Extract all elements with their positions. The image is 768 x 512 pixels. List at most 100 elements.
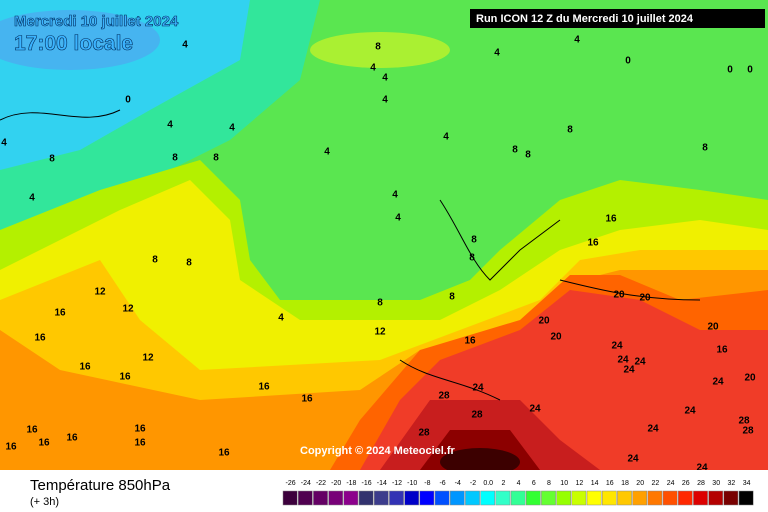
contour-label: 16 bbox=[464, 336, 476, 347]
scale-label: 12 bbox=[576, 480, 584, 487]
contour-label: 4 bbox=[494, 48, 500, 59]
contour-label: 8 bbox=[702, 143, 708, 154]
scale-swatch bbox=[419, 490, 435, 506]
contour-label: 0 bbox=[125, 95, 131, 106]
scale-swatch bbox=[404, 490, 420, 506]
scale-label: 34 bbox=[743, 480, 751, 487]
contour-label: 20 bbox=[613, 290, 625, 301]
scale-swatch bbox=[632, 490, 648, 506]
contour-label: 8 bbox=[377, 298, 383, 309]
contour-label: 8 bbox=[567, 125, 573, 136]
contour-label: 16 bbox=[54, 308, 66, 319]
scale-label: 22 bbox=[652, 480, 660, 487]
scale-swatch bbox=[480, 490, 496, 506]
contour-label: 16 bbox=[79, 362, 91, 373]
footer-step: (+ 3h) bbox=[30, 496, 59, 508]
scale-swatch bbox=[647, 490, 663, 506]
contour-label: 28 bbox=[438, 391, 450, 402]
contour-label: 24 bbox=[647, 424, 659, 435]
scale-label: -4 bbox=[455, 480, 461, 487]
contour-label: 20 bbox=[707, 322, 719, 333]
contour-label: 28 bbox=[738, 416, 750, 427]
scale-label: 0.0 bbox=[483, 480, 493, 487]
scale-swatch bbox=[358, 490, 374, 506]
run-info: Run ICON 12 Z du Mercredi 10 juillet 202… bbox=[476, 13, 694, 25]
contour-label: 8 bbox=[469, 253, 475, 264]
contour-label: 28 bbox=[742, 426, 754, 437]
contour-label: 28 bbox=[418, 428, 430, 439]
contour-label: 12 bbox=[374, 327, 386, 338]
contour-label: 20 bbox=[550, 332, 562, 343]
scale-swatch bbox=[313, 490, 328, 506]
contour-label: 16 bbox=[5, 442, 17, 453]
contour-label: 8 bbox=[471, 235, 477, 246]
scale-label: 4 bbox=[517, 480, 521, 487]
scale-label: -26 bbox=[286, 480, 296, 487]
contour-label: 0 bbox=[625, 56, 631, 67]
contour-label: 8 bbox=[449, 292, 455, 303]
contour-label: 24 bbox=[684, 406, 696, 417]
contour-label: 20 bbox=[538, 316, 550, 327]
contour-label: 4 bbox=[167, 120, 173, 131]
contour-label: 4 bbox=[382, 73, 388, 84]
contour-label: 4 bbox=[395, 213, 401, 224]
contour-label: 4 bbox=[278, 313, 284, 324]
contour-label: 16 bbox=[716, 345, 728, 356]
contour-label: 24 bbox=[634, 357, 646, 368]
contour-label: 24 bbox=[472, 383, 484, 394]
footer-title: Température 850hPa bbox=[30, 477, 171, 494]
scale-swatch bbox=[541, 490, 556, 506]
scale-label: -12 bbox=[392, 480, 402, 487]
run-box bbox=[470, 9, 765, 28]
contour-label: 16 bbox=[587, 238, 599, 249]
contour-label: 16 bbox=[134, 438, 146, 449]
contour-label: 4 bbox=[392, 190, 398, 201]
scale-label: 20 bbox=[636, 480, 644, 487]
scale-swatch bbox=[525, 490, 541, 506]
contour-label: 16 bbox=[301, 394, 313, 405]
scale-swatch bbox=[738, 490, 754, 506]
contour-label: 16 bbox=[258, 382, 270, 393]
temperature-field bbox=[0, 0, 768, 476]
contour-label: 16 bbox=[66, 433, 78, 444]
contour-label: 4 bbox=[443, 132, 449, 143]
contour-label: 16 bbox=[38, 438, 50, 449]
scale-swatch bbox=[556, 490, 572, 506]
scale-swatch bbox=[693, 490, 708, 506]
contour-label: 24 bbox=[696, 463, 708, 474]
scale-swatch bbox=[662, 490, 678, 506]
scale-label: -8 bbox=[424, 480, 430, 487]
contour-label: 24 bbox=[712, 377, 724, 388]
contour-label: 8 bbox=[152, 255, 158, 266]
contour-label: 8 bbox=[512, 145, 518, 156]
scale-swatch bbox=[434, 490, 450, 506]
contour-label: 24 bbox=[617, 355, 629, 366]
scale-swatch bbox=[708, 490, 724, 506]
contour-label: 12 bbox=[142, 353, 154, 364]
scale-label: 6 bbox=[532, 480, 536, 487]
contour-label: 16 bbox=[605, 214, 617, 225]
contour-label: 4 bbox=[229, 123, 235, 134]
scale-label: 26 bbox=[682, 480, 690, 487]
scale-label: 2 bbox=[501, 480, 505, 487]
scale-swatch bbox=[328, 490, 344, 506]
contour-label: 12 bbox=[122, 304, 134, 315]
contour-label: 24 bbox=[611, 341, 623, 352]
scale-label: 16 bbox=[606, 480, 614, 487]
scale-swatch bbox=[373, 490, 389, 506]
scale-label: -18 bbox=[346, 480, 356, 487]
contour-label: 16 bbox=[119, 372, 131, 383]
map-time: 17:00 locale bbox=[14, 32, 133, 55]
scale-swatch bbox=[571, 490, 587, 506]
scale-swatch bbox=[343, 490, 359, 506]
contour-label: 4 bbox=[370, 63, 376, 74]
scale-label: -2 bbox=[470, 480, 476, 487]
contour-label: 4 bbox=[574, 35, 580, 46]
scale-label: -16 bbox=[362, 480, 372, 487]
contour-label: 8 bbox=[186, 258, 192, 269]
scale-swatch bbox=[723, 490, 739, 506]
contour-label: 16 bbox=[34, 333, 46, 344]
contour-label: 4 bbox=[382, 95, 388, 106]
